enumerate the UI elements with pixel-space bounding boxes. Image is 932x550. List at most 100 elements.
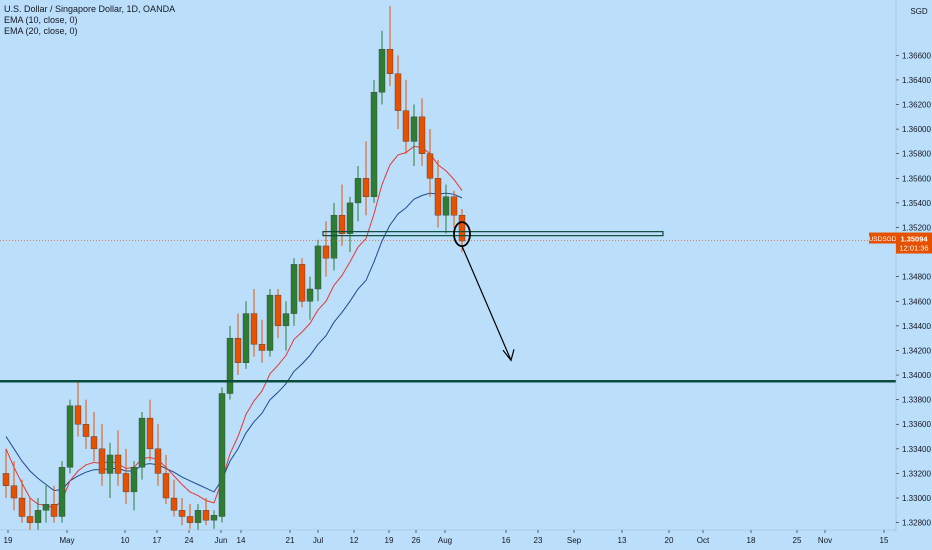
chart-legend: U.S. Dollar / Singapore Dollar, 1D, OAND… — [4, 4, 175, 37]
candle-body[interactable] — [226, 337, 234, 394]
price-tag-value: 1.35094 — [900, 235, 928, 244]
x-tick-label: 16 — [502, 536, 511, 545]
candle-body[interactable] — [154, 448, 162, 474]
price-axis[interactable] — [896, 0, 932, 550]
plot-background — [0, 0, 896, 530]
candle-body[interactable] — [354, 178, 362, 204]
x-tick-label: 26 — [412, 536, 421, 545]
candle-body[interactable] — [274, 294, 282, 327]
x-tick-label: Aug — [438, 536, 452, 545]
y-tick-label: 1.35600 — [902, 174, 931, 183]
x-tick-label: 13 — [618, 536, 627, 545]
candle-body[interactable] — [458, 214, 466, 242]
candle-body[interactable] — [386, 48, 394, 74]
candle-body[interactable] — [442, 196, 450, 216]
candle-body[interactable] — [434, 178, 442, 216]
candle-body[interactable] — [186, 516, 194, 523]
candle-body[interactable] — [450, 196, 458, 216]
candle-body[interactable] — [10, 485, 18, 499]
candle-body[interactable] — [242, 313, 250, 363]
candle-body[interactable] — [74, 405, 82, 425]
y-tick-label: 1.33600 — [902, 420, 931, 429]
x-tick-label: Jul — [313, 536, 323, 545]
candle-body[interactable] — [194, 510, 202, 523]
candle-body[interactable] — [18, 497, 26, 517]
candle-body[interactable] — [170, 497, 178, 511]
price-tag-countdown: 12:01:36 — [899, 244, 928, 253]
candle-body[interactable] — [34, 510, 42, 523]
candle-body[interactable] — [234, 337, 242, 363]
x-tick-label: 25 — [793, 536, 802, 545]
candle-body[interactable] — [42, 503, 50, 511]
candle-body[interactable] — [26, 516, 34, 523]
candle-body[interactable] — [290, 264, 298, 314]
candle-body[interactable] — [210, 515, 218, 521]
candle-body[interactable] — [346, 202, 354, 234]
y-tick-label: 1.36600 — [902, 51, 931, 60]
candle-body[interactable] — [82, 424, 90, 437]
y-tick-label: 1.34600 — [902, 297, 931, 306]
projection-arrow-line[interactable] — [461, 245, 512, 361]
y-tick-label: 1.35200 — [902, 223, 931, 232]
candle-body[interactable] — [2, 473, 10, 486]
time-axis[interactable] — [0, 530, 932, 550]
candle-body[interactable] — [266, 294, 274, 351]
candle-body[interactable] — [98, 448, 106, 474]
candle-body[interactable] — [202, 510, 210, 521]
legend-ema10: EMA (10, close, 0) — [4, 15, 78, 25]
legend-ema20: EMA (20, close, 0) — [4, 26, 78, 36]
candle-body[interactable] — [50, 503, 58, 517]
candle-body[interactable] — [146, 417, 154, 450]
x-tick-label: 20 — [665, 536, 674, 545]
level-line-resistance[interactable] — [322, 231, 664, 237]
candle-body[interactable] — [314, 245, 322, 290]
x-tick-label: Oct — [697, 536, 710, 545]
y-tick-label: 1.33000 — [902, 494, 931, 503]
candle-body[interactable] — [282, 313, 290, 327]
candle-body[interactable] — [418, 116, 426, 154]
candle-body[interactable] — [338, 214, 346, 234]
x-tick-label: 18 — [747, 536, 756, 545]
symbol-tag-label: USDSGD — [869, 236, 897, 243]
x-tick-label: Jun — [215, 536, 228, 545]
ema20-line — [5, 192, 463, 493]
x-tick-label: Sep — [567, 536, 582, 545]
candle-body[interactable] — [330, 214, 338, 259]
y-tick-label: 1.34000 — [902, 371, 931, 380]
candle-body[interactable] — [322, 245, 330, 259]
candle-body[interactable] — [218, 393, 226, 517]
candle-body[interactable] — [106, 454, 114, 474]
candle-body[interactable] — [426, 153, 434, 179]
candle-body[interactable] — [362, 178, 370, 197]
candle-body[interactable] — [378, 48, 386, 93]
candle-body[interactable] — [90, 436, 98, 450]
candle-body[interactable] — [114, 454, 122, 474]
candle-body[interactable] — [130, 467, 138, 493]
x-tick-label: 15 — [880, 536, 889, 545]
x-tick-label: 17 — [153, 536, 162, 545]
price-tag — [896, 232, 932, 254]
legend-symbol: U.S. Dollar / Singapore Dollar, 1D, OAND… — [4, 4, 176, 14]
x-tick-label: 21 — [286, 536, 295, 545]
candle-body[interactable] — [138, 417, 146, 468]
candle-body[interactable] — [250, 313, 258, 345]
candle-body[interactable] — [258, 344, 266, 351]
candle-body[interactable] — [394, 73, 402, 111]
candle-body[interactable] — [402, 110, 410, 142]
candle-body[interactable] — [298, 264, 306, 302]
candle-body[interactable] — [162, 473, 170, 499]
candle-body[interactable] — [306, 288, 314, 302]
y-tick-label: 1.32800 — [902, 519, 931, 528]
candle-body[interactable] — [58, 467, 66, 517]
candle-body[interactable] — [178, 510, 186, 517]
candle-body[interactable] — [66, 405, 74, 468]
x-tick-label: 10 — [121, 536, 130, 545]
x-tick-label: May — [59, 536, 74, 545]
y-tick-label: 1.34400 — [902, 322, 931, 331]
candle-body[interactable] — [410, 116, 418, 142]
y-tick-label: 1.34200 — [902, 346, 931, 355]
candle-body[interactable] — [370, 92, 378, 197]
candle-body[interactable] — [122, 473, 130, 493]
